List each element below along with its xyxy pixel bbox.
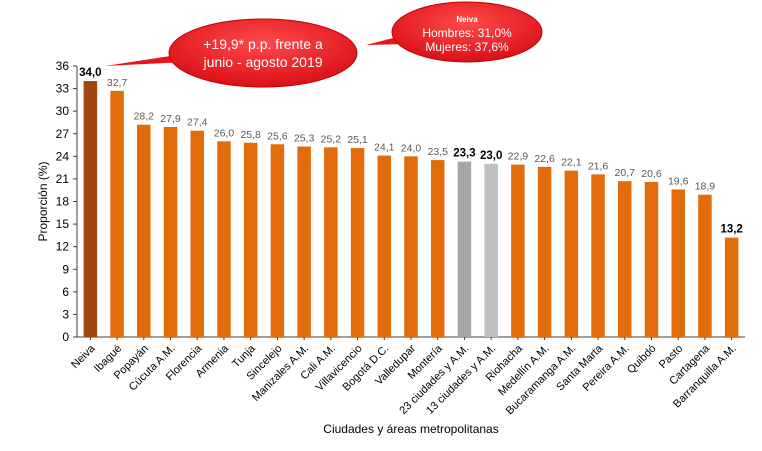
bar-value-label: 25,8 — [240, 129, 261, 141]
bar-value-label: 25,6 — [267, 130, 288, 142]
y-tick-label: 0 — [62, 330, 69, 344]
bar — [163, 126, 178, 337]
bar — [724, 237, 739, 337]
bar — [110, 90, 124, 337]
bar — [644, 181, 659, 337]
bar — [457, 161, 472, 337]
y-axis-title: Proporción (%) — [36, 161, 50, 241]
bar — [671, 189, 685, 337]
bar — [270, 144, 285, 337]
bar-value-label: 18,9 — [695, 181, 716, 193]
bar-value-label: 24,0 — [401, 142, 422, 154]
bar-value-label: 25,1 — [347, 134, 368, 146]
callout-neiva-text: Mujeres: 37,6% — [425, 40, 509, 54]
bar — [83, 81, 98, 337]
bar-value-label: 21,6 — [588, 160, 609, 172]
bar — [564, 170, 579, 337]
bar — [537, 166, 552, 337]
bar-value-label: 27,9 — [160, 113, 181, 125]
bar-value-label: 13,2 — [720, 224, 742, 236]
bar-value-label: 34,0 — [79, 67, 101, 79]
bar — [591, 174, 605, 337]
bar-value-label: 19,6 — [668, 175, 689, 187]
x-tick-label: Quibdó — [625, 343, 659, 377]
y-tick-label: 6 — [62, 285, 69, 299]
bar — [484, 163, 498, 337]
y-tick-label: 30 — [56, 104, 70, 118]
bar-value-label: 23,0 — [480, 150, 502, 162]
bar — [217, 141, 231, 337]
bar-value-label: 25,3 — [294, 133, 315, 145]
bar-value-label: 25,2 — [321, 133, 342, 145]
bar — [618, 181, 632, 337]
y-tick-label: 27 — [56, 127, 70, 141]
bar-value-label: 27,4 — [187, 117, 208, 129]
bar-value-label: 23,3 — [453, 148, 475, 160]
y-tick-label: 15 — [56, 217, 70, 231]
bar — [511, 164, 525, 337]
y-tick-label: 24 — [56, 149, 70, 163]
bar — [297, 146, 311, 337]
bar-value-label: 26,0 — [214, 127, 235, 139]
bar — [324, 147, 338, 337]
y-tick-label: 33 — [56, 82, 70, 96]
bar — [243, 142, 258, 337]
y-tick-label: 36 — [56, 59, 70, 73]
callout-change-text: +19,9* p.p. frente a — [203, 36, 323, 52]
bar-value-label: 24,1 — [374, 142, 395, 154]
callout-change-text: junio - agosto 2019 — [202, 54, 322, 70]
bar — [137, 124, 151, 337]
callout-change-bubble — [168, 18, 358, 88]
bar-value-label: 20,6 — [641, 168, 662, 180]
callout-change-pointer — [105, 53, 190, 66]
y-tick-label: 3 — [62, 307, 69, 321]
bar — [350, 148, 365, 337]
y-tick-label: 21 — [56, 172, 70, 186]
bar — [698, 194, 712, 337]
y-tick-label: 12 — [56, 240, 70, 254]
bar — [404, 156, 418, 337]
bar-value-label: 20,7 — [615, 167, 636, 179]
bar — [377, 155, 392, 337]
bar — [190, 130, 204, 337]
bar-value-label: 22,9 — [508, 151, 529, 163]
bar-value-label: 22,1 — [561, 157, 582, 169]
bar-value-label: 32,7 — [107, 77, 128, 89]
callout-neiva-bubble — [391, 1, 543, 63]
y-tick-label: 9 — [62, 262, 69, 276]
bar-value-label: 28,2 — [134, 111, 155, 123]
y-tick-label: 18 — [56, 195, 70, 209]
bar-value-label: 22,6 — [534, 153, 555, 165]
bar-value-label: 23,5 — [428, 146, 449, 158]
callout-neiva-text: Hombres: 31,0% — [422, 26, 512, 40]
x-axis-title: Ciudades y áreas metropolitanas — [323, 422, 498, 436]
bar — [430, 160, 445, 337]
callout-neiva-title: Neiva — [456, 15, 478, 24]
